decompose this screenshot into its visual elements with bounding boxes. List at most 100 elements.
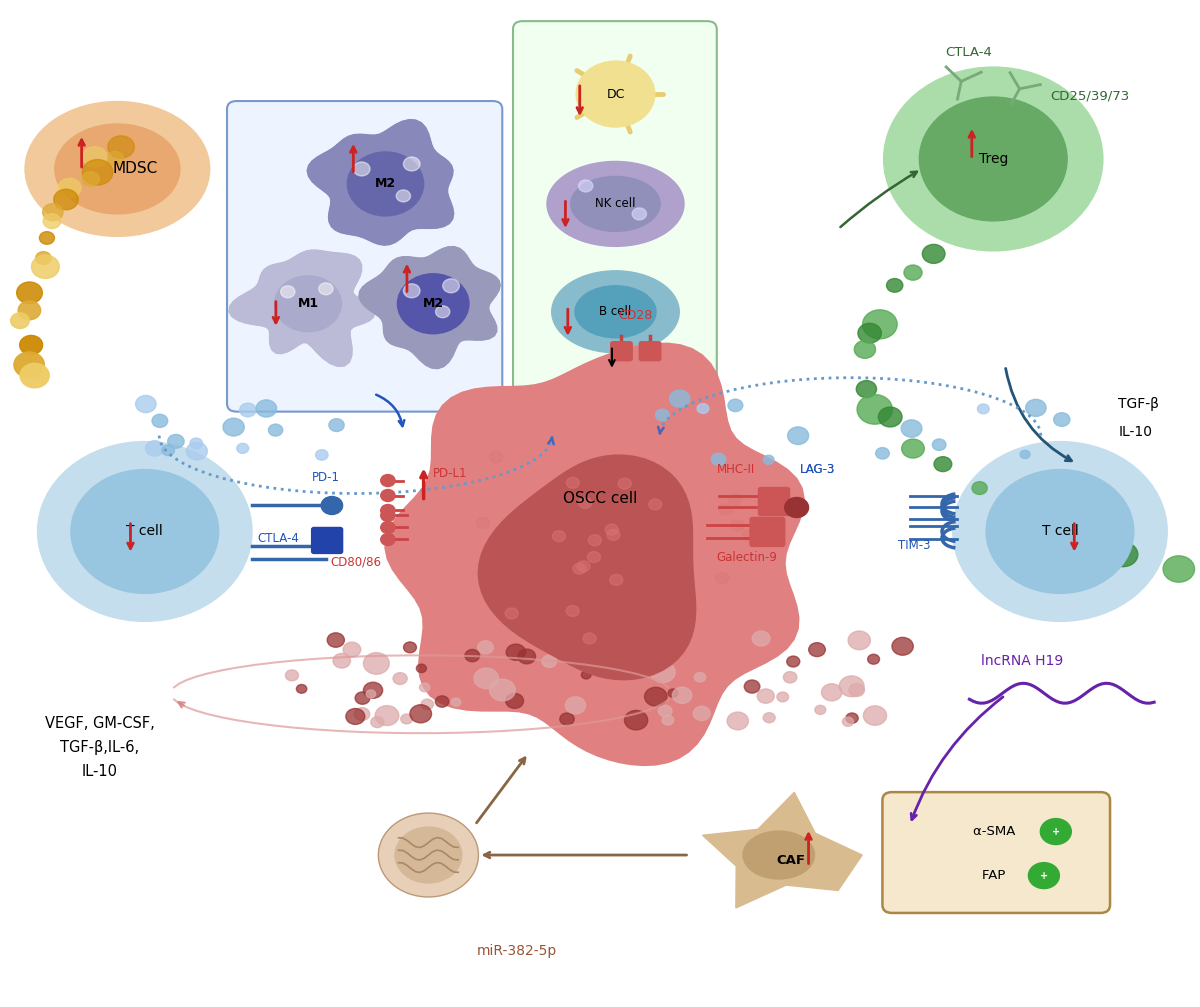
Circle shape <box>815 705 826 714</box>
Circle shape <box>728 399 743 412</box>
Text: OSCC cell: OSCC cell <box>563 491 637 506</box>
Circle shape <box>876 447 889 459</box>
Circle shape <box>505 608 518 619</box>
Circle shape <box>505 694 523 708</box>
Circle shape <box>286 670 299 681</box>
Circle shape <box>436 696 449 707</box>
Circle shape <box>842 717 853 726</box>
Circle shape <box>719 504 732 515</box>
Circle shape <box>901 420 922 437</box>
Circle shape <box>329 419 344 432</box>
Circle shape <box>319 283 334 295</box>
Circle shape <box>578 180 593 192</box>
FancyBboxPatch shape <box>758 487 790 504</box>
Circle shape <box>328 632 344 648</box>
Text: M2: M2 <box>374 177 396 190</box>
Circle shape <box>240 403 256 417</box>
Circle shape <box>403 641 416 653</box>
Text: FAP: FAP <box>983 869 1010 882</box>
Circle shape <box>378 813 479 897</box>
Circle shape <box>566 605 580 616</box>
Polygon shape <box>307 120 454 245</box>
Circle shape <box>785 497 809 518</box>
Circle shape <box>1064 520 1078 531</box>
Text: CAF: CAF <box>776 854 805 867</box>
FancyBboxPatch shape <box>227 101 503 412</box>
Text: α-SMA: α-SMA <box>973 825 1020 838</box>
FancyBboxPatch shape <box>750 531 785 547</box>
Circle shape <box>787 427 809 444</box>
Circle shape <box>857 395 893 424</box>
Circle shape <box>40 232 54 245</box>
Circle shape <box>518 650 535 664</box>
Polygon shape <box>359 247 500 369</box>
Text: T cell: T cell <box>126 525 163 539</box>
Circle shape <box>443 279 460 293</box>
Circle shape <box>784 672 797 683</box>
Text: CD25/39/73: CD25/39/73 <box>1050 90 1129 103</box>
Circle shape <box>697 404 709 414</box>
Text: +: + <box>1051 827 1060 837</box>
Circle shape <box>11 313 29 328</box>
Circle shape <box>731 520 744 531</box>
Circle shape <box>624 710 648 730</box>
Circle shape <box>168 434 184 448</box>
Circle shape <box>43 203 64 221</box>
Circle shape <box>506 644 526 661</box>
Circle shape <box>565 697 586 714</box>
Circle shape <box>809 642 826 657</box>
Circle shape <box>588 535 601 546</box>
Circle shape <box>17 282 42 303</box>
Circle shape <box>715 573 728 584</box>
Circle shape <box>376 706 398 725</box>
Circle shape <box>380 522 395 534</box>
Circle shape <box>857 381 876 398</box>
Text: NK cell: NK cell <box>595 197 636 210</box>
FancyBboxPatch shape <box>640 341 661 361</box>
Circle shape <box>58 178 82 197</box>
Circle shape <box>36 252 52 265</box>
Circle shape <box>410 705 432 723</box>
Circle shape <box>752 631 770 646</box>
Ellipse shape <box>571 176 660 232</box>
Text: IL-10: IL-10 <box>82 763 118 778</box>
Circle shape <box>839 676 864 697</box>
Circle shape <box>490 679 515 701</box>
Circle shape <box>1026 400 1046 417</box>
Circle shape <box>71 469 218 593</box>
Circle shape <box>18 301 41 320</box>
FancyBboxPatch shape <box>750 518 785 534</box>
Ellipse shape <box>25 102 210 237</box>
Circle shape <box>978 404 989 414</box>
Circle shape <box>576 61 655 127</box>
Text: CTLA-4: CTLA-4 <box>946 45 992 58</box>
Circle shape <box>322 496 343 515</box>
Circle shape <box>743 530 756 541</box>
Circle shape <box>401 714 413 724</box>
Circle shape <box>578 497 592 509</box>
Text: MDSC: MDSC <box>113 161 158 176</box>
FancyBboxPatch shape <box>514 21 716 397</box>
Circle shape <box>108 136 134 158</box>
Circle shape <box>787 657 799 667</box>
Circle shape <box>588 552 600 563</box>
Circle shape <box>152 414 168 427</box>
Circle shape <box>566 477 580 488</box>
Text: CD80/86: CD80/86 <box>330 556 382 568</box>
Circle shape <box>83 147 107 167</box>
Circle shape <box>371 717 384 728</box>
Circle shape <box>632 207 647 220</box>
Circle shape <box>863 706 887 725</box>
Circle shape <box>107 151 124 166</box>
Circle shape <box>581 671 592 679</box>
Circle shape <box>744 680 760 693</box>
Circle shape <box>490 452 503 462</box>
Circle shape <box>607 530 620 541</box>
Circle shape <box>846 713 858 723</box>
Circle shape <box>346 709 365 724</box>
Ellipse shape <box>552 271 679 352</box>
FancyBboxPatch shape <box>312 528 343 554</box>
Circle shape <box>353 162 370 176</box>
Circle shape <box>396 190 410 201</box>
Text: MHC-II: MHC-II <box>716 463 755 476</box>
